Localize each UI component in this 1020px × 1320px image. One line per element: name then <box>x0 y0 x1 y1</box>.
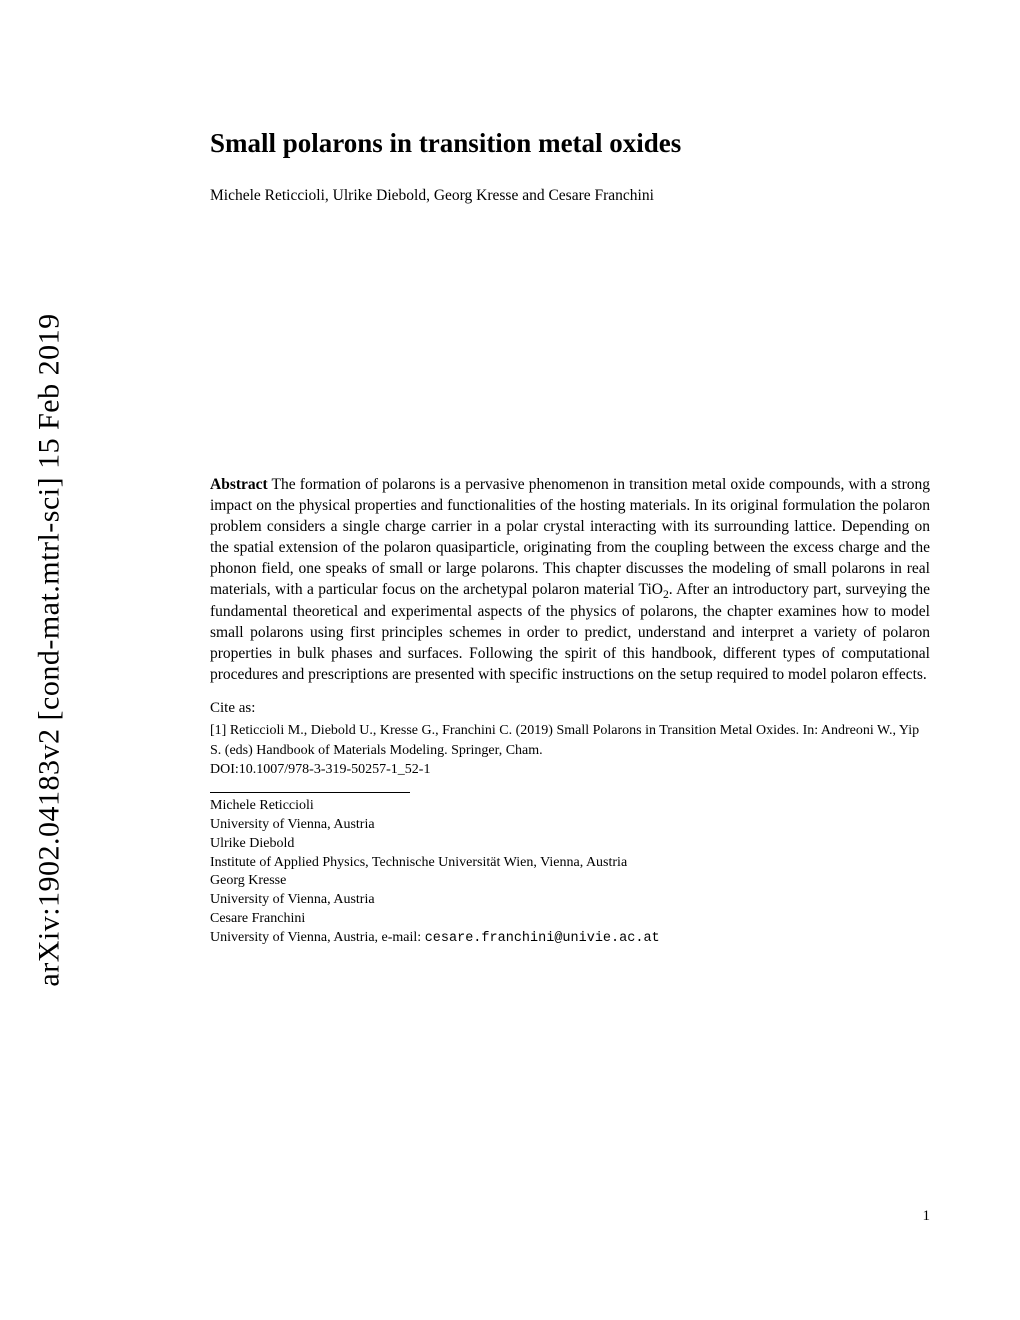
affiliation-inst-2: University of Vienna, Austria <box>210 891 930 910</box>
arxiv-sidebar: arXiv:1902.04183v2 [cond-mat.mtrl-sci] 1… <box>30 100 70 1200</box>
affiliation-name-2: Georg Kresse <box>210 872 930 891</box>
citation-block: [1] Reticcioli M., Diebold U., Kresse G.… <box>210 721 930 780</box>
abstract-text-1: The formation of polarons is a pervasive… <box>210 476 930 598</box>
page-number: 1 <box>923 1208 931 1225</box>
affiliation-inst-1: Institute of Applied Physics, Technische… <box>210 854 930 873</box>
affiliations-block: Michele Reticcioli University of Vienna,… <box>210 797 930 948</box>
authors-list: Michele Reticcioli, Ulrike Diebold, Geor… <box>210 187 930 205</box>
arxiv-identifier: arXiv:1902.04183v2 [cond-mat.mtrl-sci] 1… <box>33 313 67 986</box>
affiliation-name-0: Michele Reticcioli <box>210 797 930 816</box>
affiliation-email: cesare.franchini@univie.ac.at <box>425 931 660 946</box>
affiliations-divider <box>210 792 410 793</box>
abstract-label: Abstract <box>210 476 268 493</box>
cite-as-label: Cite as: <box>210 700 930 717</box>
citation-doi: DOI:10.1007/978-3-319-50257-1_52-1 <box>210 762 430 777</box>
citation-text: [1] Reticcioli M., Diebold U., Kresse G.… <box>210 723 919 758</box>
main-content: Small polarons in transition metal oxide… <box>210 128 930 948</box>
affiliation-name-1: Ulrike Diebold <box>210 835 930 854</box>
affiliation-inst-3: University of Vienna, Austria, e-mail: c… <box>210 929 930 948</box>
abstract: Abstract The formation of polarons is a … <box>210 475 930 686</box>
paper-title: Small polarons in transition metal oxide… <box>210 128 930 159</box>
affiliation-inst-0: University of Vienna, Austria <box>210 816 930 835</box>
affiliation-name-3: Cesare Franchini <box>210 910 930 929</box>
